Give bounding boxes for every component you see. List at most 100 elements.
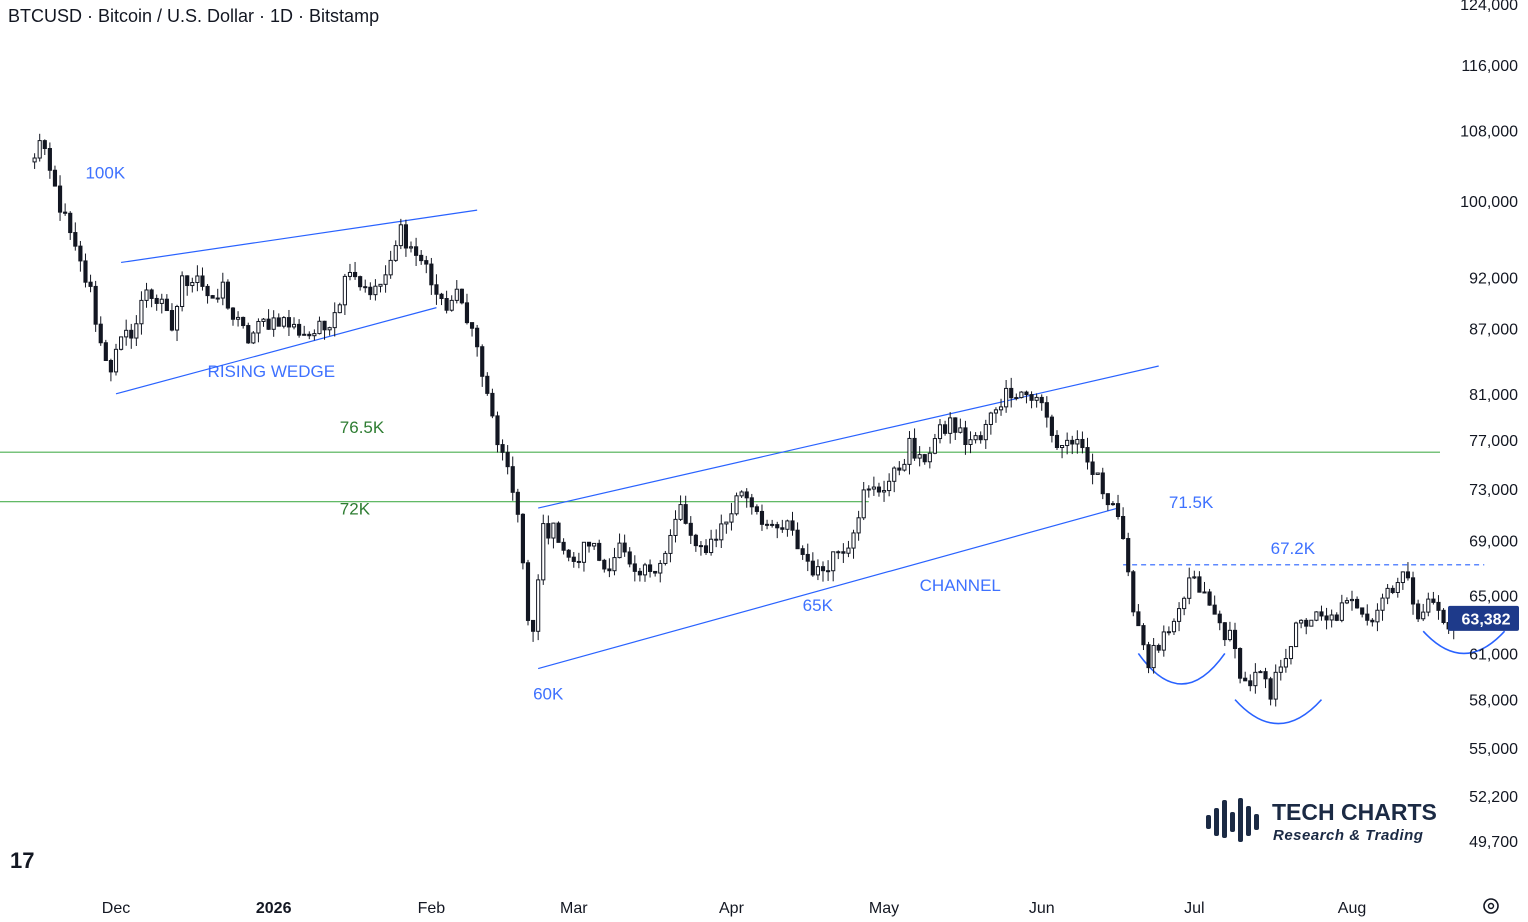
candle[interactable] [78,240,83,272]
candle[interactable] [52,165,58,187]
candle[interactable] [780,519,785,533]
candle[interactable] [1293,621,1299,648]
candle[interactable] [1166,626,1171,636]
candle[interactable] [520,513,525,570]
candle[interactable] [1253,663,1258,694]
candle[interactable] [1431,591,1436,605]
candle[interactable] [1339,594,1344,623]
candle[interactable] [1319,605,1324,621]
candle[interactable] [307,331,312,340]
candle[interactable] [658,560,663,583]
candle[interactable] [108,358,113,382]
candle[interactable] [693,533,698,552]
candle[interactable] [586,541,592,553]
candle[interactable] [215,288,220,303]
candle[interactable] [1126,532,1131,577]
candle[interactable] [119,336,124,351]
candle[interactable] [63,203,68,216]
candle[interactable] [541,514,546,585]
candle[interactable] [139,291,144,335]
candle[interactable] [1380,593,1385,621]
candle[interactable] [678,495,683,522]
candle[interactable] [1304,618,1309,635]
candle[interactable] [841,543,846,563]
candle[interactable] [297,319,302,338]
candle[interactable] [495,411,500,453]
candle[interactable] [1090,453,1095,485]
candle[interactable] [795,522,800,550]
candle[interactable] [220,272,225,306]
candle[interactable] [1273,664,1278,707]
candle[interactable] [673,510,678,543]
candle[interactable] [927,446,932,469]
candle[interactable] [973,432,978,444]
candle[interactable] [169,303,175,332]
candle[interactable] [1187,567,1192,605]
candle[interactable] [622,534,627,557]
candle[interactable] [602,558,607,573]
candle[interactable] [271,310,276,337]
candle[interactable] [1217,610,1222,631]
candle[interactable] [607,558,612,578]
x-axis[interactable]: Dec 2026 Feb Mar Apr May Jun Jul Aug [102,900,1366,917]
candle[interactable] [180,271,185,312]
candle[interactable] [1436,595,1441,620]
candle[interactable] [363,279,368,293]
candle[interactable] [47,142,52,179]
candle[interactable] [983,419,988,449]
candle[interactable] [531,619,536,642]
candle[interactable] [190,277,195,293]
candle[interactable] [953,417,958,440]
candle[interactable] [1136,604,1141,627]
candle[interactable] [709,529,714,556]
candle[interactable] [688,516,693,545]
candle[interactable] [647,559,653,578]
candle[interactable] [241,316,246,329]
candle[interactable] [225,279,230,310]
candle[interactable] [932,433,937,455]
candle[interactable] [1192,570,1197,580]
gear-icon[interactable] [1483,898,1499,914]
candle[interactable] [383,265,388,293]
candle[interactable] [124,319,129,346]
candle[interactable] [1212,595,1217,615]
candle[interactable] [1141,623,1146,651]
candle[interactable] [632,555,637,582]
candle[interactable] [1161,625,1166,657]
candle[interactable] [1105,493,1110,511]
candle[interactable] [291,317,297,330]
candle[interactable] [683,495,688,525]
candle[interactable] [327,326,332,336]
candle[interactable] [475,324,480,357]
candle[interactable] [83,253,88,288]
candle[interactable] [1054,430,1060,450]
candle[interactable] [1283,648,1288,673]
candle[interactable] [642,562,648,582]
candle[interactable] [1314,611,1319,622]
candle[interactable] [1370,618,1375,627]
candle[interactable] [256,318,261,343]
candle[interactable] [1426,592,1431,617]
candle[interactable] [281,316,286,329]
candle[interactable] [739,490,744,498]
candle[interactable] [627,547,632,568]
candle[interactable] [429,257,434,295]
candle[interactable] [1004,379,1009,413]
candle[interactable] [1156,643,1161,653]
candle[interactable] [917,446,922,467]
candle[interactable] [551,522,556,549]
candle[interactable] [775,521,780,539]
candle[interactable] [836,550,841,560]
candle[interactable] [398,218,403,250]
candle[interactable] [948,412,953,444]
candle[interactable] [251,330,256,345]
candle[interactable] [1034,393,1039,408]
candle[interactable] [1232,622,1238,659]
candle[interactable] [759,504,765,531]
candle[interactable] [968,431,973,454]
candle[interactable] [68,211,73,240]
candle[interactable] [714,529,719,548]
candle[interactable] [352,261,358,280]
candle[interactable] [1227,621,1233,642]
candle[interactable] [510,456,515,501]
